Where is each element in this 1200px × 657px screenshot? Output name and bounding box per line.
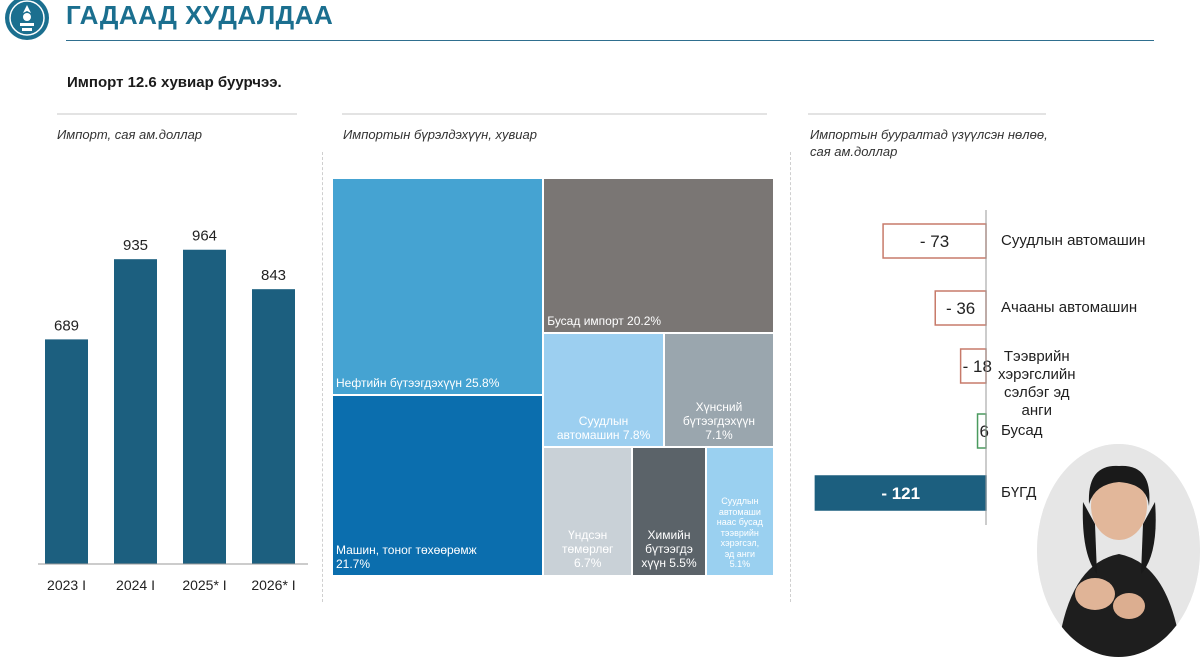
panel-divider: [322, 152, 323, 602]
treemap-cell-label: Машин, тоног төхөөрөмж 21.7%: [336, 542, 477, 571]
treemap-cell: Нефтийн бүтээгдэхүүн 25.8%: [333, 179, 543, 395]
treemap-cell-label: Суудлын автомашин 7.8%: [556, 414, 651, 443]
treemap-cell-label: Химийн бүтээгдэ хүүн 5.5%: [641, 527, 697, 570]
treemap-cell: Химийн бүтээгдэ хүүн 5.5%: [633, 448, 705, 575]
treemap-cell: Хүнсний бүтээгдэхүүн 7.1%: [664, 333, 773, 447]
import-chart-label: Импорт, сая ам.доллар: [57, 127, 203, 142]
page-title: ГАДААД ХУДАЛДАА: [66, 0, 334, 30]
section-separator: [57, 113, 297, 115]
import-bar-value: 843: [261, 267, 286, 284]
page-subtitle: Импорт 12.6 хувиар буурчээ.: [67, 74, 282, 91]
impact-bar-value: - 121: [881, 484, 920, 503]
treemap-cell: Бусад импорт 20.2%: [544, 179, 773, 332]
header-divider: [66, 40, 1154, 41]
impact-category-label: Ачааны автомашин: [1001, 299, 1138, 316]
impact-total-bar: [814, 475, 987, 511]
import-decline-impact-chart: - 73 - 36 - 18 6 - 121: [814, 210, 992, 525]
presenter-figure-icon: [1037, 444, 1200, 657]
composition-chart-label: Импортын бүрэлдэхүүн, хувиар: [343, 127, 537, 142]
presenter-video: [1037, 444, 1200, 657]
import-bar-chart: 689 2023 I 935 2024 I 964 2025* I 843 2026* I: [38, 228, 308, 593]
impact-category-label: Тээврийн хэрэгслийн сэлбэг эд анги: [998, 348, 1076, 419]
import-bar: [45, 339, 88, 564]
impact-category-label: БҮГД: [1001, 484, 1037, 501]
import-bar-value: 935: [123, 237, 148, 254]
impact-bar-value: 6: [980, 422, 989, 441]
impact-bar-value: - 18: [963, 357, 992, 376]
import-bar-category: 2023 I: [47, 577, 86, 593]
treemap-cell-label: Үндсэн төмөрлөг 6.7%: [562, 527, 614, 570]
impact-category-label: Суудлын автомашин: [1001, 232, 1146, 249]
treemap-cell-label: Хүнсний бүтээгдэхүүн 7.1%: [682, 400, 756, 443]
treemap-cell: Суудлын автомаши наас бусад тээврийн хэр…: [706, 448, 773, 575]
treemap-cell-label: Бусад импорт 20.2%: [547, 313, 662, 328]
treemap-cell: Машин, тоног төхөөрөмж 21.7%: [333, 396, 543, 575]
import-bar-value: 689: [54, 317, 79, 334]
impact-chart-label: Импортын бууралтад үзүүлсэн нөлөө, сая а…: [810, 127, 1048, 159]
treemap-cell-label: Суудлын автомаши наас бусад тээврийн хэр…: [716, 496, 763, 570]
section-separator: [808, 113, 1046, 115]
import-bar-category: 2026* I: [251, 577, 295, 593]
panel-divider: [790, 152, 791, 602]
import-bar-category: 2024 I: [116, 577, 155, 593]
treemap-cell: Үндсэн төмөрлөг 6.7%: [544, 448, 632, 575]
section-separator: [342, 113, 767, 115]
treemap-cell-label: Нефтийн бүтээгдэхүүн 25.8%: [336, 376, 500, 391]
impact-bar: [882, 223, 987, 259]
impact-bar-value: - 36: [946, 299, 975, 318]
import-composition-treemap: Нефтийн бүтээгдэхүүн 25.8% Машин, тоног т…: [333, 179, 773, 575]
import-bar-category: 2025* I: [182, 577, 226, 593]
mongolia-emblem-icon: [5, 0, 49, 40]
impact-bar-value: - 73: [920, 232, 949, 251]
impact-bar: [934, 290, 987, 326]
import-bar: [114, 259, 157, 564]
import-bar: [252, 289, 295, 564]
treemap-cell: Суудлын автомашин 7.8%: [544, 333, 663, 447]
import-bar-value: 964: [192, 228, 217, 245]
import-bar: [183, 249, 226, 564]
impact-category-label: Бусад: [1001, 422, 1043, 439]
